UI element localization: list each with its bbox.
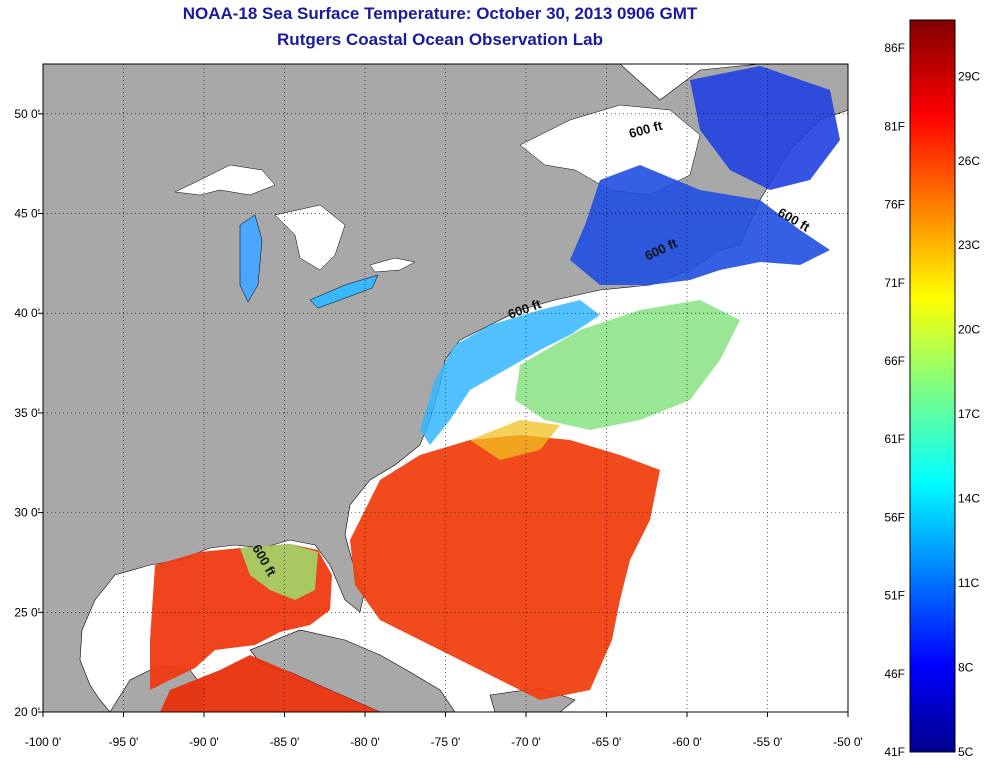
sst-gulfstream-warm [350, 435, 660, 700]
sst-shelf-cool [420, 300, 600, 445]
longitude-ticks: -100 0' -95 0' -90 0' -85 0' -80 0' -75 0' -70… [25, 712, 863, 749]
lon-tick-label: -75 0' [431, 735, 461, 749]
colorbar-f-label: 86F [884, 41, 905, 55]
lat-tick-label: 40 0' [14, 306, 40, 320]
lake-ontario [369, 257, 416, 273]
colorbar-c-label: 17C [958, 407, 980, 421]
lake-huron [274, 204, 346, 271]
lat-tick-label: 30 0' [14, 506, 40, 520]
sst-northeast-cold [570, 165, 830, 285]
sst-newfoundland-cold [690, 66, 840, 190]
colorbar-c-label: 26C [958, 154, 980, 168]
lon-tick-label: -60 0' [672, 735, 702, 749]
lon-tick-label: -95 0' [109, 735, 139, 749]
latitude-ticks: 50 0' 45 0' 40 0' 35 0' 30 0' 25 0' 20 0' [14, 107, 43, 719]
colorbar [909, 19, 956, 753]
colorbar-c-label: 23C [958, 238, 980, 252]
lake-michigan [239, 214, 263, 303]
lat-tick-label: 20 0' [14, 705, 40, 719]
lake-erie [309, 274, 379, 309]
map-subtitle: Rutgers Coastal Ocean Observation Lab [277, 30, 603, 49]
colorbar-celsius-labels: 29C 26C 23C 20C 17C 14C 11C 8C 5C [958, 69, 980, 759]
colorbar-f-label: 41F [884, 745, 905, 759]
lat-tick-label: 45 0' [14, 207, 40, 221]
lon-tick-label: -80 0' [350, 735, 380, 749]
colorbar-fahrenheit-labels: 86F 81F 76F 71F 66F 61F 56F 51F 46F 41F [884, 41, 905, 759]
lon-tick-label: -70 0' [511, 735, 541, 749]
colorbar-f-label: 76F [884, 198, 905, 212]
lon-tick-label: -55 0' [753, 735, 783, 749]
sst-slope-mixed [515, 300, 740, 430]
lon-tick-label: -90 0' [189, 735, 219, 749]
colorbar-c-label: 20C [958, 323, 980, 337]
sst-gulf-shelf-cool [240, 544, 318, 600]
lat-tick-label: 25 0' [14, 605, 40, 619]
colorbar-f-label: 56F [884, 510, 905, 524]
sst-offshore-yellow [470, 420, 560, 460]
colorbar-f-label: 71F [884, 276, 905, 290]
plot-frame [42, 63, 849, 713]
lat-tick-label: 50 0' [14, 107, 40, 121]
colorbar-c-label: 29C [958, 69, 980, 83]
colorbar-f-label: 81F [884, 119, 905, 133]
colorbar-c-label: 14C [958, 492, 980, 506]
colorbar-c-label: 11C [958, 576, 979, 590]
lon-tick-label: -50 0' [833, 735, 863, 749]
lon-tick-label: -100 0' [25, 735, 61, 749]
lon-tick-label: -85 0' [270, 735, 300, 749]
colorbar-f-label: 46F [884, 667, 905, 681]
map-title: NOAA-18 Sea Surface Temperature: October… [182, 4, 698, 23]
lake-superior [174, 164, 276, 196]
lat-tick-label: 35 0' [14, 406, 40, 420]
colorbar-f-label: 66F [884, 354, 905, 368]
colorbar-f-label: 51F [884, 589, 905, 603]
sst-caribbean-warm [160, 655, 380, 712]
lon-tick-label: -65 0' [592, 735, 622, 749]
colorbar-c-label: 5C [958, 745, 974, 759]
colorbar-f-label: 61F [884, 432, 905, 446]
colorbar-c-label: 8C [958, 661, 974, 675]
